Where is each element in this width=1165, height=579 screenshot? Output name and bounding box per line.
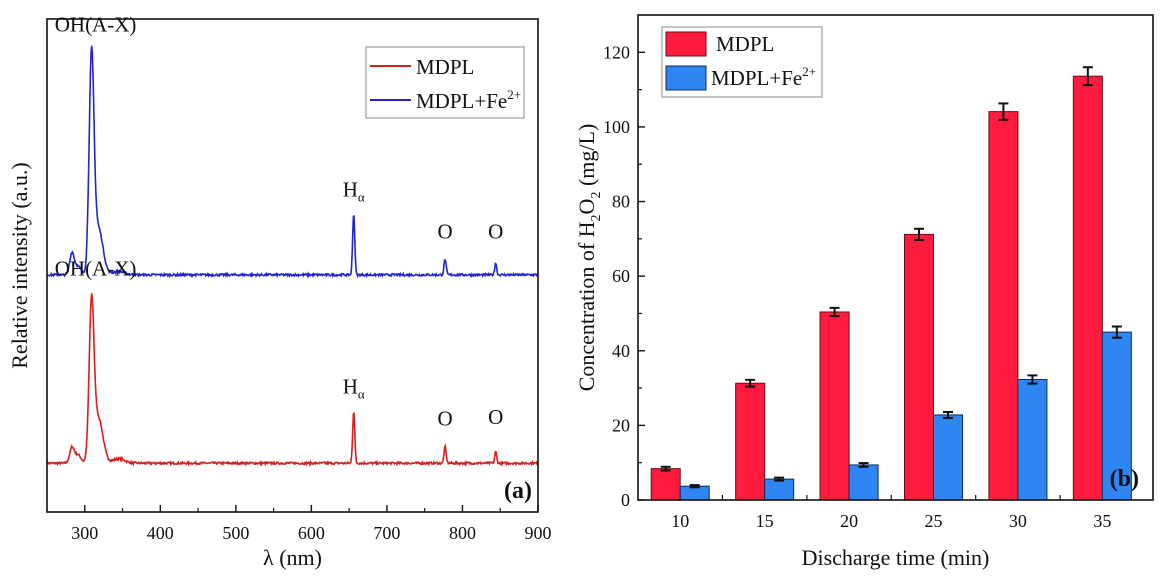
bar-mdpl-20 xyxy=(819,311,850,501)
a-annotation-0-2: O xyxy=(438,407,453,431)
error-bar-mdpl-fe-30 xyxy=(1027,374,1038,385)
b-legend-swatch-mdpl xyxy=(665,31,707,57)
a-x-tick-label: 900 xyxy=(525,523,552,543)
b-legend-fe-sup: 2+ xyxy=(802,64,816,79)
a-series-line-mdpl xyxy=(46,293,539,468)
a-annotation-1-2: O xyxy=(438,219,453,243)
error-bar-mdpl-fe-25 xyxy=(942,410,953,419)
a-legend-fe-base: MDPL+Fe xyxy=(416,89,507,113)
b-x-tick-label: 20 xyxy=(840,511,858,531)
bar-mdpl-35 xyxy=(1072,75,1103,501)
b-x-tick-label: 35 xyxy=(1093,511,1111,531)
bar-mdpl-fe-15 xyxy=(764,478,795,501)
a-y-axis-label: Relative intensity (a.u.) xyxy=(7,162,32,369)
a-legend-fe-sup: 2+ xyxy=(507,87,521,102)
b-y-tick-label: 100 xyxy=(603,117,630,137)
a-annotation-0-3: O xyxy=(488,405,503,429)
b-legend-fe-base: MDPL+Fe xyxy=(711,66,802,90)
b-ylabel-part-3: (mg/L) xyxy=(574,124,599,192)
b-panel-label: (b) xyxy=(1110,466,1139,492)
b-x-tick-label: 10 xyxy=(671,511,689,531)
bar-mdpl-10 xyxy=(650,468,681,501)
a-legend-label-mdpl: MDPL xyxy=(416,55,474,79)
error-bar-mdpl-10 xyxy=(660,465,671,472)
error-bar-mdpl-30 xyxy=(998,102,1009,121)
a-panel-label: (a) xyxy=(504,478,532,504)
b-y-ticks: 0 20 40 60 80 100 120 xyxy=(603,42,645,510)
b-y-tick-label: 60 xyxy=(612,266,630,286)
b-x-ticks: 10 15 20 25 30 35 xyxy=(671,495,1111,531)
error-bar-mdpl-25 xyxy=(913,227,924,241)
b-x-tick-label: 25 xyxy=(924,511,942,531)
b-ylabel-part-2: O xyxy=(574,199,599,215)
bar-mdpl-fe-30 xyxy=(1017,378,1048,501)
a-plot-frame xyxy=(46,18,539,513)
b-bars xyxy=(650,75,1132,501)
a-x-ticks: 300 400 500 600 700 800 900 xyxy=(71,505,552,543)
error-bar-mdpl-35 xyxy=(1082,66,1093,87)
b-y-tick-label: 0 xyxy=(621,490,630,510)
b-legend-label-mdpl: MDPL xyxy=(716,32,774,56)
b-y-axis-label: Concentration of H2O2 (mg/L) xyxy=(574,124,604,392)
b-x-tick-label: 15 xyxy=(756,511,774,531)
a-x-tick-label: 300 xyxy=(71,523,98,543)
a-x-tick-label: 700 xyxy=(373,523,400,543)
a-peak-annotations: OH(A-X) Hα O O OH(A-X) Hα O O xyxy=(55,12,504,430)
a-x-tick-label: 400 xyxy=(147,523,174,543)
a-series-line-mdpl-fe xyxy=(46,45,539,279)
b-error-bars xyxy=(660,66,1122,489)
a-legend-box xyxy=(365,46,525,119)
a-x-axis-label: λ (nm) xyxy=(263,545,322,570)
error-bar-mdpl-fe-15 xyxy=(774,476,785,482)
bar-mdpl-25 xyxy=(903,233,934,501)
b-legend-swatch-mdpl-fe xyxy=(665,65,707,91)
b-x-tick-label: 30 xyxy=(1009,511,1027,531)
error-bar-mdpl-fe-10 xyxy=(689,484,700,489)
a-annotation-0-1: Hα xyxy=(343,375,365,402)
a-legend-label-mdpl-fe: MDPL+Fe2+ xyxy=(416,87,521,113)
a-annotation-1-0: OH(A-X) xyxy=(55,12,137,36)
panel-b-bar-chart: 0 20 40 60 80 100 120 10 15 20 25 30 35 Discharge t… xyxy=(574,14,1154,570)
a-annotation-1-3: O xyxy=(488,219,503,243)
panel-a-spectrum-chart: 300 400 500 600 700 800 900 OH(A-X)HαO OOH(A-X)… xyxy=(7,12,552,570)
b-y-tick-label: 40 xyxy=(612,341,630,361)
b-y-tick-label: 80 xyxy=(612,192,630,212)
b-ylabel-sub-2: 2 xyxy=(589,192,604,199)
b-legend: MDPL MDPL+Fe2+ xyxy=(661,26,823,98)
b-ylabel-sub-1: 2 xyxy=(589,214,604,221)
b-x-axis-label: Discharge time (min) xyxy=(802,545,990,570)
b-plot-frame xyxy=(637,14,1154,501)
b-ylabel-part-1: Concentration of H xyxy=(574,221,599,391)
a-annotation-1-1: Hα xyxy=(343,177,365,204)
error-bar-mdpl-fe-20 xyxy=(858,462,869,468)
a-x-tick-label: 800 xyxy=(449,523,476,543)
a-x-tick-label: 600 xyxy=(298,523,325,543)
a-x-tick-label: 500 xyxy=(222,523,249,543)
a-series-lines xyxy=(46,45,539,468)
bar-mdpl-30 xyxy=(988,111,1019,501)
bar-mdpl-fe-20 xyxy=(848,464,879,501)
error-bar-mdpl-20 xyxy=(829,306,840,318)
bar-mdpl-fe-35 xyxy=(1101,331,1132,501)
a-annotation-0-0: OH(A-X) xyxy=(55,256,137,280)
bar-mdpl-15 xyxy=(735,382,766,501)
error-bar-mdpl-fe-35 xyxy=(1111,325,1122,339)
a-legend: MDPL MDPL+Fe2+ xyxy=(365,46,525,119)
b-y-tick-label: 20 xyxy=(612,415,630,435)
b-legend-label-mdpl-fe: MDPL+Fe2+ xyxy=(711,64,816,90)
error-bar-mdpl-15 xyxy=(745,378,756,388)
b-y-tick-label: 120 xyxy=(603,42,630,62)
bar-mdpl-fe-25 xyxy=(932,414,963,501)
